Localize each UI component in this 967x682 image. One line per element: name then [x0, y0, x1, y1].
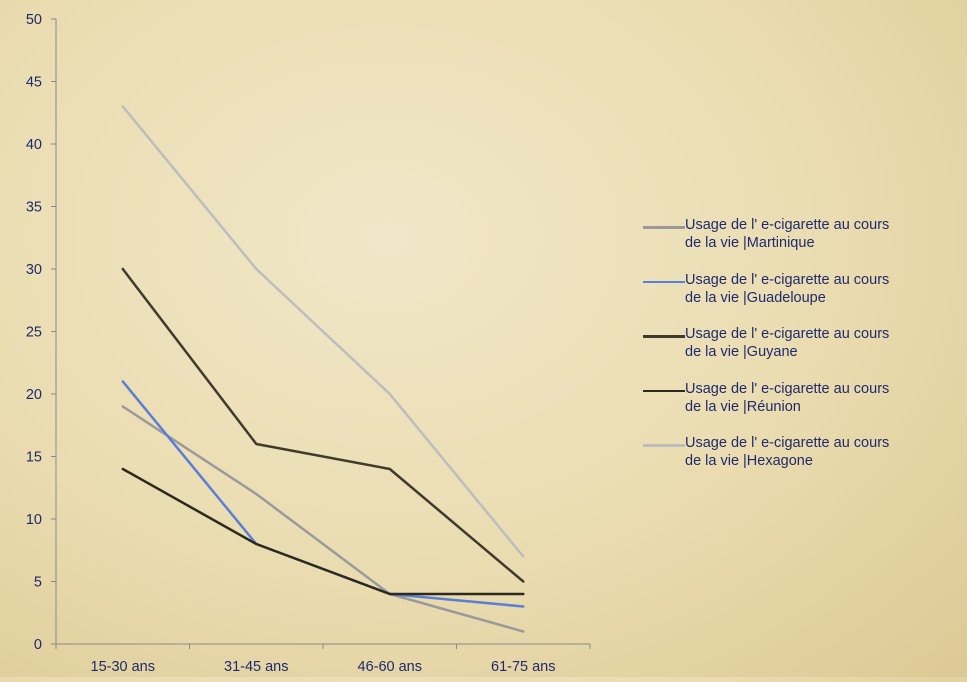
legend-item: Usage de l' e-cigarette au cours de la v…	[643, 271, 963, 326]
y-axis-ticks: 0 5 10 15 20 25 30 35 40 45 50	[26, 12, 56, 653]
legend-swatch	[643, 281, 685, 284]
series-line-0	[123, 407, 524, 632]
x-tick-label: 31-45 ans	[224, 659, 289, 675]
y-tick-label: 0	[34, 637, 42, 653]
legend-label: Usage de l' e-cigarette au cours de la v…	[685, 216, 889, 252]
series-line-1	[123, 382, 524, 607]
y-tick-label: 35	[26, 200, 42, 216]
x-axis-ticks: 15-30 ans 31-45 ans 46-60 ans 61-75 ans	[56, 644, 590, 675]
legend-swatch	[643, 226, 685, 229]
y-tick-label: 30	[26, 262, 42, 278]
y-tick-label: 20	[26, 387, 42, 403]
x-tick-label: 61-75 ans	[491, 659, 556, 675]
y-tick-label: 25	[26, 325, 42, 341]
legend: Usage de l' e-cigarette au cours de la v…	[643, 216, 963, 489]
y-tick-label: 5	[34, 575, 42, 591]
legend-item: Usage de l' e-cigarette au cours de la v…	[643, 325, 963, 380]
legend-label: Usage de l' e-cigarette au cours de la v…	[685, 434, 889, 470]
legend-label: Usage de l' e-cigarette au cours de la v…	[685, 271, 889, 307]
legend-item: Usage de l' e-cigarette au cours de la v…	[643, 216, 963, 271]
legend-item: Usage de l' e-cigarette au cours de la v…	[643, 380, 963, 435]
x-tick-label: 46-60 ans	[358, 659, 423, 675]
x-tick-label: 15-30 ans	[91, 659, 156, 675]
legend-swatch	[643, 390, 685, 393]
y-tick-label: 15	[26, 450, 42, 466]
y-tick-label: 40	[26, 137, 42, 153]
y-tick-label: 10	[26, 512, 42, 528]
y-tick-label: 45	[26, 75, 42, 91]
legend-label: Usage de l' e-cigarette au cours de la v…	[685, 380, 889, 416]
series-line-4	[123, 107, 524, 557]
legend-label: Usage de l' e-cigarette au cours de la v…	[685, 325, 889, 361]
legend-swatch	[643, 335, 685, 338]
series-lines	[123, 106, 524, 631]
legend-swatch	[643, 444, 685, 447]
legend-item: Usage de l' e-cigarette au cours de la v…	[643, 434, 963, 489]
y-tick-label: 50	[26, 12, 42, 28]
series-line-2	[123, 269, 524, 582]
